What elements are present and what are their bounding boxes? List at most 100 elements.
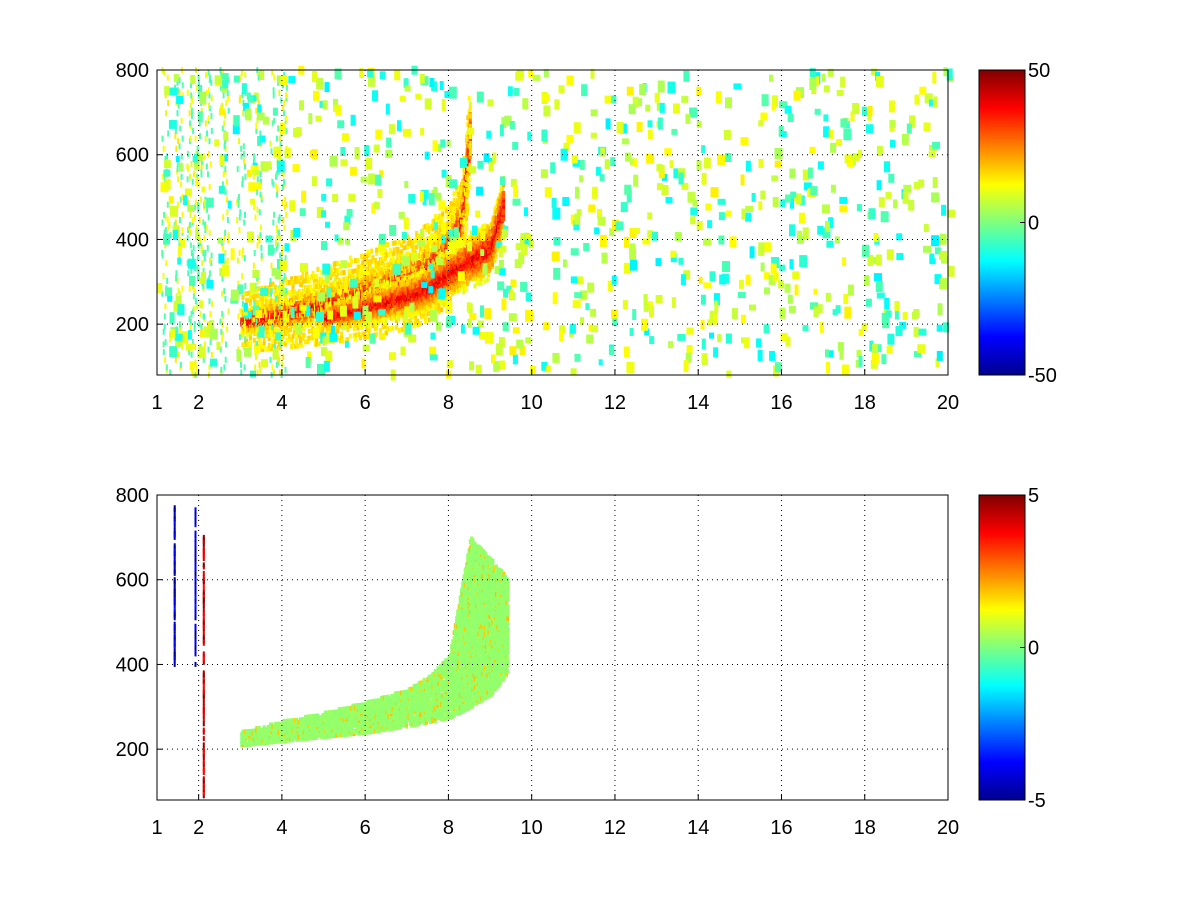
heatmap-cell [421,259,425,264]
heatmap-cell [302,278,306,284]
heatmap-cell [290,344,294,350]
heatmap-cell [428,241,432,247]
heatmap-cell [468,105,472,111]
heatmap-cell [300,292,304,298]
heatmap-cell [336,335,340,341]
heatmap-cell [289,327,292,333]
heatmap-cell [465,222,469,228]
heatmap-cell [267,343,271,348]
heatmap-cell [426,307,430,313]
heatmap-cell [333,281,337,287]
heatmap-cell [451,223,455,228]
heatmap-cell [467,177,471,182]
heatmap-cell [326,304,329,310]
heatmap-cell [385,330,389,336]
heatmap-cell [425,226,429,232]
heatmap-cell [385,262,389,268]
heatmap-cell [328,275,332,281]
heatmap-cell [284,341,287,347]
heatmap-cell [361,260,365,266]
heatmap-cell [376,274,380,280]
heatmap-cell [362,331,366,337]
heatmap-cell [301,336,305,342]
heatmap-cell [339,300,343,306]
heatmap-cell [420,249,424,255]
heatmap-cell [407,264,411,270]
heatmap-cell [468,123,472,129]
heatmap-cell [370,248,374,254]
heatmap-cell [351,268,355,274]
heatmap-cell [381,324,385,330]
heatmap-cell [382,252,386,258]
heatmap-cell [332,264,336,270]
heatmap-cell [320,269,324,275]
heatmap-cell [386,241,390,247]
heatmap-cell [415,237,419,243]
heatmap-cell [468,147,472,153]
heatmap-cell [437,305,441,311]
heatmap-cell [360,270,364,276]
heatmap-cell [315,277,319,283]
heatmap-cell [259,340,262,346]
heatmap-cell [466,203,470,209]
heatmap-cell [450,204,454,210]
heatmap-cell [251,290,255,296]
heatmap-cell [365,256,369,262]
heatmap-cell [286,327,290,333]
heatmap-cell [338,321,342,327]
heatmap-cell [264,296,267,301]
heatmap-cell [397,239,401,245]
heatmap-cell [307,289,311,295]
heatmap-cell [356,325,360,331]
heatmap-cell [328,326,332,332]
heatmap-cell [397,316,401,322]
heatmap-cell [383,256,387,261]
heatmap-cell [297,289,301,295]
heatmap-cell [332,305,336,311]
heatmap-cell [276,338,280,344]
heatmap-cell [318,283,322,289]
heatmap-cell [468,120,472,126]
heatmap-cell [316,266,320,272]
heatmap-cell [447,226,451,232]
heatmap-cell [461,226,465,232]
heatmap-cell [281,284,285,289]
heatmap-cell [352,326,356,332]
heatmap-cell [270,346,274,352]
heatmap-cell [266,299,270,305]
heatmap-cell [448,296,452,301]
heatmap-cell [402,323,406,329]
heatmap-cell [309,284,312,290]
heatmap-cell [415,244,419,250]
heatmap-cell [371,322,375,328]
heatmap-cell [437,309,441,315]
heatmap-cell [406,244,410,250]
heatmap-cell [468,101,472,107]
heatmap-cell [346,327,350,333]
heatmap-cell [375,264,379,270]
heatmap-cell [292,279,296,285]
heatmap-cell [352,332,356,338]
heatmap-cell [311,318,315,324]
heatmap-cell [452,201,456,207]
heatmap-cell [340,331,344,337]
heatmap-cell [367,252,371,258]
heatmap-cell [261,347,265,352]
heatmap-cell [410,321,414,327]
heatmap-cell [396,246,400,252]
heatmap-cell [446,214,450,220]
heatmap-cell [376,267,380,273]
heatmap-cell [426,243,430,249]
heatmap-cell [368,287,372,293]
heatmap-cell [259,299,262,305]
heatmap-cell [316,324,320,330]
heatmap-cell [433,305,437,311]
heatmap-cell [249,300,252,306]
heatmap-cell [261,299,265,305]
heatmap-cell [252,293,256,299]
heatmap-cell [310,328,314,334]
heatmap-cell [257,337,261,343]
heatmap-cell [426,223,430,228]
heatmap-cell [467,183,471,189]
heatmap-cell [261,304,265,310]
